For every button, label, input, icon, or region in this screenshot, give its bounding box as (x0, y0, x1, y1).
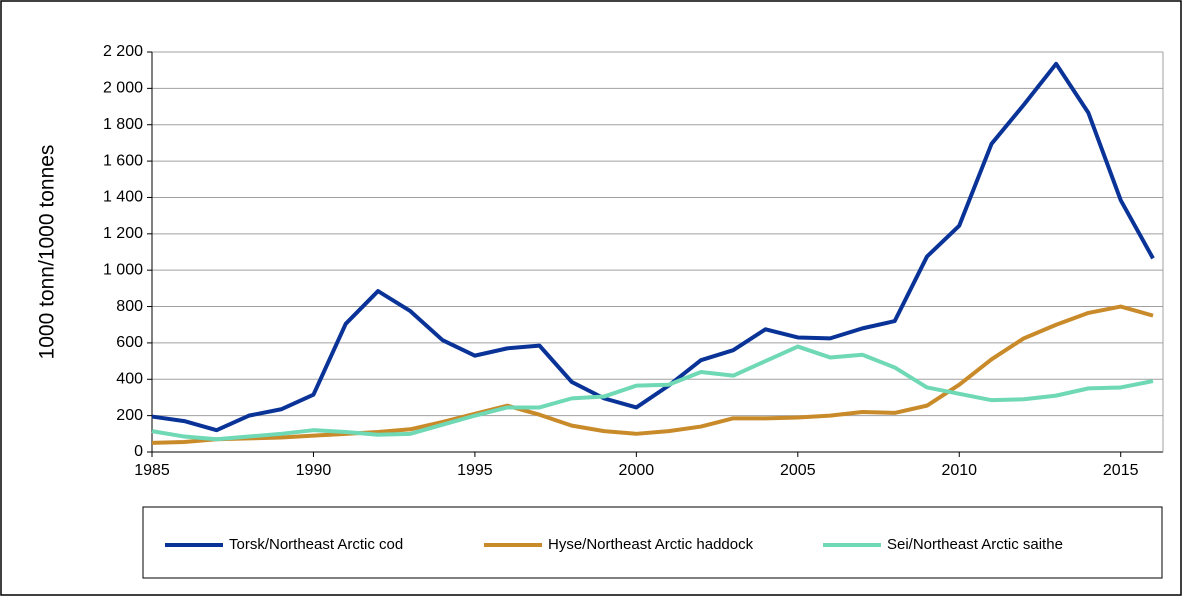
x-tick-label: 2015 (1103, 462, 1139, 479)
x-tick-label: 2000 (619, 462, 655, 479)
y-tick-label: 200 (116, 407, 143, 424)
series-line (151, 61, 1155, 433)
legend-label: Hyse/Northeast Arctic haddock (548, 536, 754, 553)
legend-box (142, 506, 1163, 579)
x-tick-label: 1990 (296, 462, 332, 479)
y-tick-label: 0 (134, 443, 143, 460)
y-tick-label: 1 000 (103, 261, 143, 278)
legend-label: Torsk/Northeast Arctic cod (229, 536, 403, 553)
y-tick-label: 1 200 (103, 225, 143, 242)
x-tick-label: 2010 (941, 462, 977, 479)
x-tick-label: 1985 (134, 462, 170, 479)
y-tick-label: 1 400 (103, 189, 143, 206)
y-tick-label: 1 600 (103, 152, 143, 169)
series-line (151, 304, 1154, 445)
x-tick-label: 1995 (457, 462, 493, 479)
y-tick-label: 2 200 (103, 43, 143, 60)
y-tick-label: 1 800 (103, 116, 143, 133)
y-tick-label: 2 000 (103, 80, 143, 97)
y-tick-label: 600 (116, 334, 143, 351)
legend-label: Sei/Northeast Arctic saithe (887, 536, 1063, 553)
y-axis-label: 1000 tonn/1000 tonnes (36, 145, 59, 360)
x-tick-label: 2005 (780, 462, 816, 479)
y-tick-label: 800 (116, 298, 143, 315)
series-line (151, 344, 1154, 442)
y-tick-label: 400 (116, 370, 143, 387)
